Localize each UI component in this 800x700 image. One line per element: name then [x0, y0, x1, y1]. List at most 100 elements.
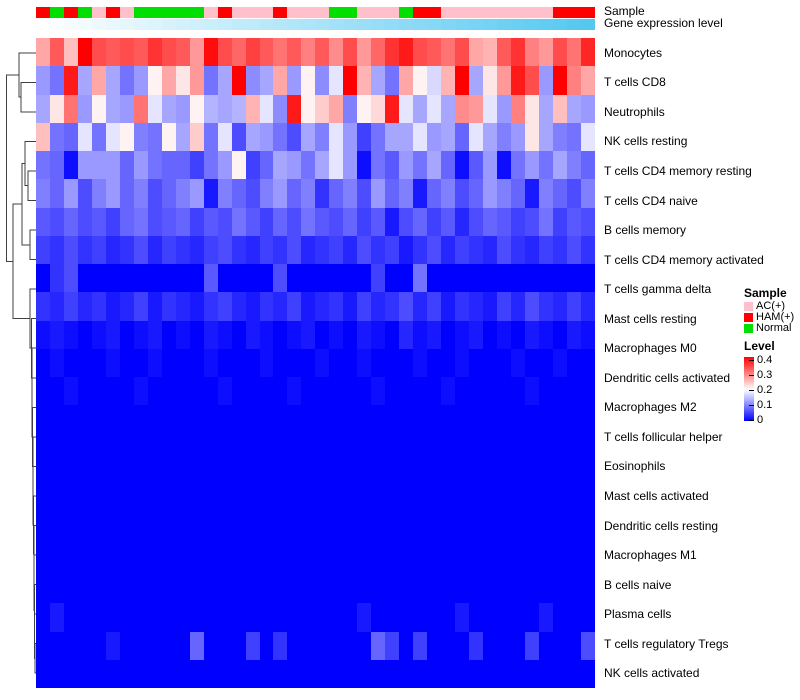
heatmap-cell — [161, 405, 176, 434]
heatmap-cell — [552, 631, 567, 660]
heatmap-cell — [259, 348, 274, 378]
heatmap-cell — [385, 575, 400, 604]
heatmap-cell — [91, 151, 106, 180]
heatmap-cell — [524, 659, 539, 689]
heatmap-cell — [469, 518, 483, 547]
heatmap-cell — [245, 66, 260, 95]
heatmap-cell — [357, 264, 372, 293]
heatmap-cell — [203, 405, 218, 434]
heatmap-cell — [538, 151, 553, 180]
heatmap-cell — [455, 151, 470, 180]
heatmap-cell — [524, 122, 539, 152]
heatmap-cell — [189, 94, 204, 123]
heatmap-cell — [357, 292, 372, 321]
heatmap-cell — [133, 546, 148, 576]
heatmap-cell — [538, 207, 553, 236]
heatmap-cell — [91, 207, 106, 236]
heatmap-cell — [552, 207, 567, 236]
heatmap-cell — [413, 235, 428, 265]
heatmap-cell — [469, 235, 483, 265]
heatmap-cell — [231, 659, 246, 689]
heatmap-cell — [147, 292, 162, 321]
heatmap-cell — [455, 207, 470, 236]
heatmap-cell — [175, 122, 190, 152]
heatmap-cell — [399, 292, 414, 321]
heatmap-cell — [189, 490, 204, 519]
heatmap-cell — [357, 433, 372, 462]
heatmap-cell — [413, 179, 428, 208]
heatmap-cell — [427, 179, 442, 208]
heatmap-cell — [371, 151, 386, 180]
heatmap-cell — [399, 575, 414, 604]
heatmap-cell — [427, 235, 442, 265]
heatmap-cell — [259, 405, 274, 434]
heatmap-cell — [301, 433, 316, 462]
heatmap-cell — [161, 151, 176, 180]
heatmap-cell — [189, 264, 204, 293]
heatmap-cell — [63, 94, 78, 123]
sample-annotation-cell — [343, 7, 358, 18]
heatmap-cell — [399, 264, 414, 293]
heatmap-cell — [36, 405, 50, 434]
sample-annotation-cell — [483, 7, 497, 18]
heatmap-cell — [133, 320, 148, 349]
heatmap-cell — [441, 94, 456, 123]
heatmap-cell — [175, 151, 190, 180]
heatmap-cell — [427, 405, 442, 434]
heatmap-cell — [329, 66, 344, 95]
heatmap-cell — [133, 575, 148, 604]
heatmap-cell — [510, 461, 525, 491]
heatmap-cell — [259, 631, 274, 660]
heatmap-cell — [147, 66, 162, 95]
legend-sample-title: Sample — [744, 286, 787, 300]
heatmap-cell — [580, 433, 595, 462]
heatmap-cell — [441, 292, 456, 321]
expression-annotation-cell — [147, 19, 162, 30]
sample-annotation-cell — [580, 7, 595, 18]
sample-annotation-cell — [427, 7, 442, 18]
heatmap-cell — [427, 518, 442, 547]
heatmap-cell — [552, 151, 567, 180]
heatmap-row — [36, 631, 595, 660]
expression-annotation-cell — [496, 19, 511, 30]
heatmap-cell — [217, 38, 232, 67]
heatmap-cell — [552, 490, 567, 519]
legend: Sample AC(+) HAM(+) Normal Level 0.4 0.3 0.2… — [744, 286, 800, 426]
heatmap-cell — [36, 122, 50, 152]
heatmap-cell — [273, 264, 288, 293]
heatmap-cell — [552, 433, 567, 462]
sample-annotation-cell — [119, 7, 134, 18]
heatmap-cell — [63, 207, 78, 236]
heatmap-cell — [329, 575, 344, 604]
heatmap-cell — [217, 405, 232, 434]
heatmap-cell — [483, 377, 497, 406]
heatmap-cell — [231, 94, 246, 123]
heatmap-cell — [231, 320, 246, 349]
heatmap-cell — [301, 264, 316, 293]
heatmap-cell — [161, 575, 176, 604]
heatmap-cell — [231, 207, 246, 236]
heatmap-cell — [427, 631, 442, 660]
heatmap-cell — [36, 490, 50, 519]
expression-annotation-cell — [385, 19, 400, 30]
heatmap-row — [36, 603, 595, 632]
heatmap-cell — [273, 631, 288, 660]
heatmap-cell — [455, 490, 470, 519]
heatmap-cell — [105, 518, 120, 547]
heatmap-cell — [273, 179, 288, 208]
heatmap-cell — [245, 122, 260, 152]
heatmap-cell — [105, 631, 120, 660]
heatmap-cell — [287, 603, 302, 632]
heatmap-cell — [119, 348, 134, 378]
heatmap-cell — [483, 264, 497, 293]
heatmap-cell — [203, 94, 218, 123]
heatmap-cell — [343, 348, 358, 378]
heatmap-cell — [510, 631, 525, 660]
heatmap-cell — [483, 179, 497, 208]
expression-annotation-cell — [315, 19, 330, 30]
heatmap-cell — [510, 235, 525, 265]
heatmap-cell — [566, 461, 581, 491]
heatmap-cell — [427, 320, 442, 349]
heatmap-cell — [524, 348, 539, 378]
heatmap-cell — [63, 461, 78, 491]
